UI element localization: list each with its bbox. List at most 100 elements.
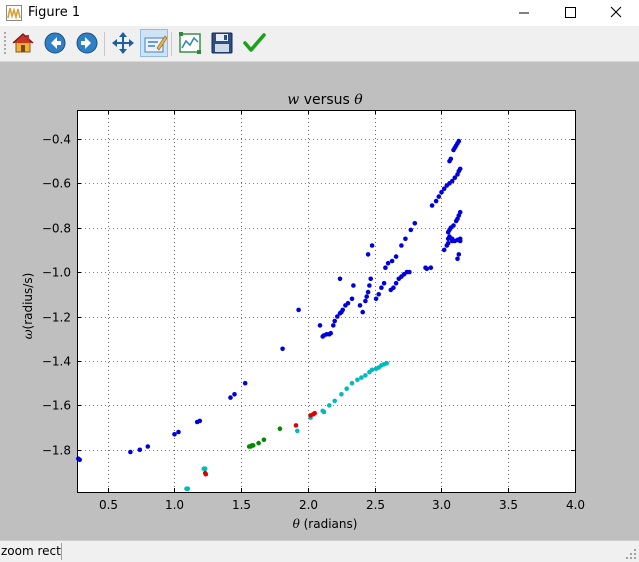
matplotlib-figure-icon (6, 5, 22, 21)
data-point (439, 189, 444, 195)
floppy-disk-icon (211, 32, 233, 54)
data-point (403, 236, 408, 242)
data-point (456, 138, 462, 144)
checkmark-icon (243, 33, 266, 52)
data-point (332, 398, 338, 404)
pan-button[interactable] (109, 29, 137, 57)
data-point (228, 395, 233, 400)
data-point (295, 428, 300, 434)
data-point (363, 373, 368, 378)
y-axis-label: ω(radius/s) (21, 273, 35, 340)
data-point (381, 280, 387, 286)
tick-labels: 0.5 1.0 1.5 2.0 2.5 3.0 3.5 4.0 −0.4 −0.6 −0.8 −1.0… (42, 133, 585, 513)
resize-grip-icon[interactable] (625, 548, 637, 560)
data-point (407, 269, 412, 275)
data-point (441, 186, 447, 192)
minimize-icon (519, 12, 529, 14)
data-point (393, 280, 399, 286)
y-tick-label: −0.4 (42, 133, 71, 147)
data-point (172, 432, 177, 437)
save-button[interactable] (208, 29, 236, 57)
chart-svg[interactable]: 0.5 1.0 1.5 2.0 2.5 3.0 3.5 4.0 −0.4 −0.6 −0.8 −1.0… (0, 62, 639, 540)
back-button[interactable] (41, 29, 69, 57)
data-point (452, 175, 458, 180)
status-bar: zoom rect (0, 540, 639, 562)
status-divider (61, 543, 62, 560)
data-point (328, 330, 334, 336)
data-point (349, 380, 355, 386)
data-point (145, 444, 151, 449)
data-point (457, 209, 463, 215)
data-point (433, 198, 439, 204)
home-button[interactable] (9, 29, 37, 57)
data-point (383, 265, 388, 270)
data-point (451, 223, 456, 228)
data-point (449, 178, 455, 184)
data-point (424, 266, 430, 272)
data-point (339, 392, 344, 397)
data-point (321, 409, 327, 415)
data-point (428, 265, 434, 270)
data-point (376, 292, 382, 297)
data-point (232, 392, 237, 397)
data-point (408, 227, 414, 233)
data-point (393, 254, 399, 259)
close-button[interactable] (593, 0, 639, 26)
data-point (357, 303, 363, 308)
back-arrow-icon (44, 32, 66, 54)
window-title: Figure 1 (28, 5, 81, 20)
window-titlebar: Figure 1 (0, 0, 639, 26)
data-point (277, 426, 283, 432)
data-point (429, 203, 435, 208)
data-point (327, 403, 332, 408)
subplots-icon (179, 32, 201, 54)
y-tick-label: −1.2 (42, 311, 71, 325)
data-point (373, 296, 379, 302)
data-point (203, 471, 209, 477)
data-point (349, 296, 355, 302)
data-point (436, 194, 442, 199)
data-point (137, 447, 143, 453)
figure-canvas[interactable]: 0.5 1.0 1.5 2.0 2.5 3.0 3.5 4.0 −0.4 −0.6 −0.8 −1.0… (0, 62, 639, 540)
data-point (335, 314, 340, 319)
data-point (455, 256, 460, 262)
data-point (385, 260, 391, 266)
y-tick-label: −1.8 (42, 444, 71, 458)
x-tick-label: 2.5 (366, 498, 385, 512)
data-point (359, 375, 364, 380)
zoom-rect-button[interactable] (140, 29, 168, 57)
chart-title: w versus θ (287, 92, 363, 108)
x-tick-label: 2.0 (299, 498, 318, 512)
data-point (261, 437, 267, 443)
data-point (368, 276, 374, 282)
x-tick-label: 3.0 (432, 498, 451, 512)
close-icon (610, 6, 622, 18)
data-point (344, 386, 350, 392)
data-point (351, 283, 356, 288)
data-point (332, 318, 338, 324)
axes-background (77, 110, 575, 492)
subplots-button[interactable] (176, 29, 204, 57)
data-point (317, 323, 323, 328)
minimize-button[interactable] (501, 0, 547, 26)
data-point (367, 283, 372, 288)
edit-axis-button[interactable] (240, 29, 268, 57)
data-point (128, 449, 133, 455)
data-point (185, 486, 191, 492)
data-point (256, 440, 261, 446)
data-point (202, 466, 208, 472)
data-point (441, 247, 447, 253)
forward-arrow-icon (76, 32, 98, 54)
data-point (384, 360, 390, 366)
data-point (176, 429, 181, 435)
toolbar-grip (4, 32, 6, 54)
x-tick-label: 3.5 (499, 498, 518, 512)
maximize-button[interactable] (547, 0, 593, 26)
data-point (457, 166, 463, 172)
data-point (445, 241, 451, 246)
data-point (312, 410, 318, 416)
forward-button[interactable] (73, 29, 101, 57)
data-point (457, 238, 463, 244)
data-point (337, 276, 343, 282)
home-icon (12, 33, 34, 53)
